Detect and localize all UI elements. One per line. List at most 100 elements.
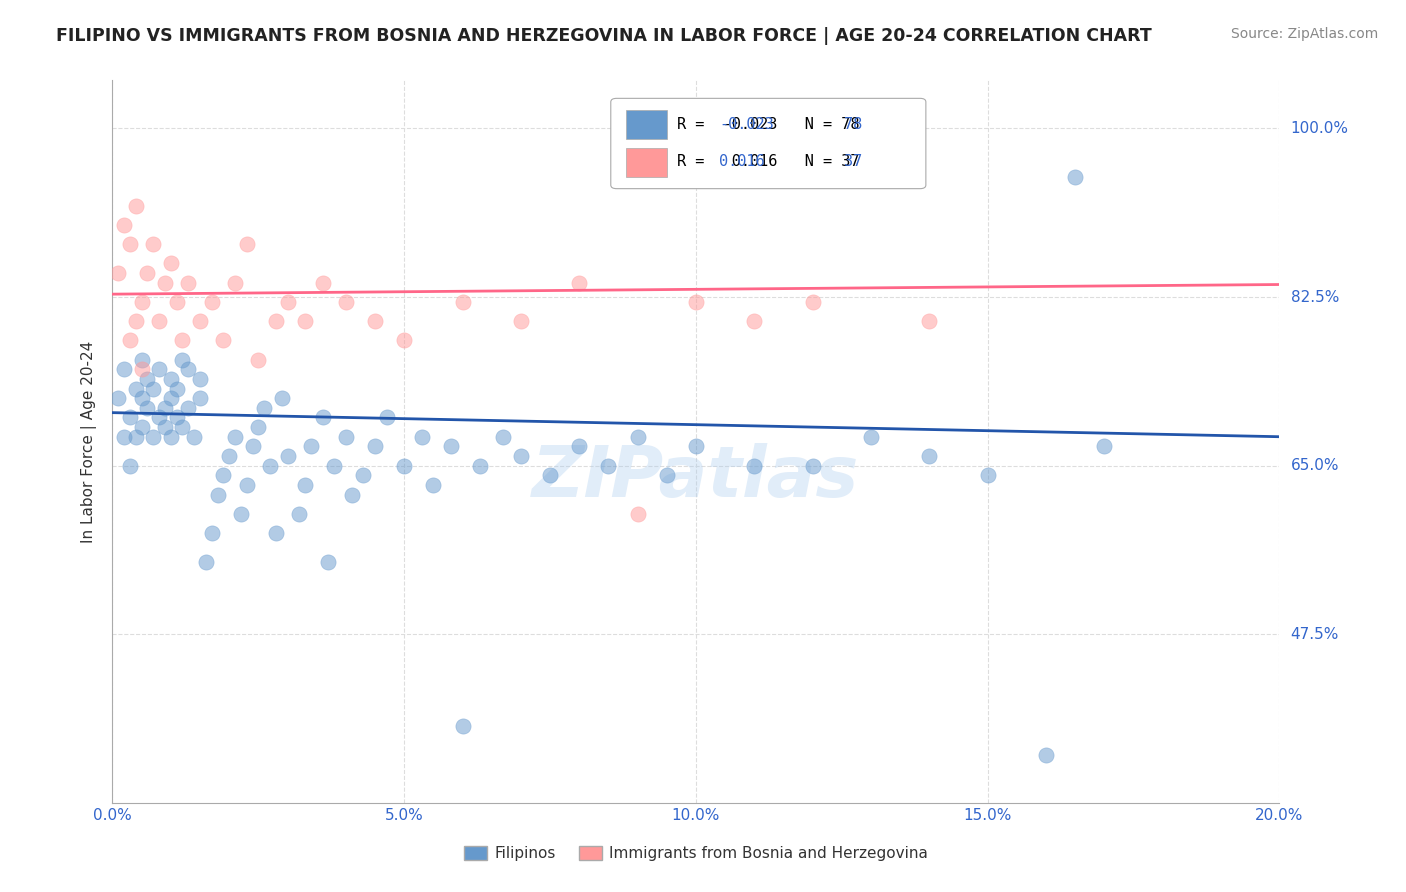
Point: [118, 237, 141, 252]
Point: [148, 362, 170, 376]
Point: [229, 507, 252, 521]
Point: [136, 401, 159, 415]
Point: [1094, 439, 1116, 453]
Point: [160, 372, 183, 386]
Point: [568, 439, 591, 453]
Point: [259, 458, 281, 473]
Point: [801, 294, 824, 309]
Point: [685, 439, 707, 453]
Point: [118, 458, 141, 473]
Point: [1035, 747, 1057, 762]
Text: 65.0%: 65.0%: [1291, 458, 1339, 473]
Point: [311, 410, 333, 425]
Point: [685, 294, 707, 309]
Point: [107, 266, 129, 280]
Point: [242, 439, 264, 453]
Point: [218, 449, 240, 463]
Point: [148, 410, 170, 425]
Point: [172, 352, 194, 367]
Text: 100.0%: 100.0%: [1291, 121, 1348, 136]
Point: [142, 237, 165, 252]
Point: [335, 430, 357, 444]
Text: 82.5%: 82.5%: [1291, 290, 1339, 304]
Point: [212, 468, 235, 483]
Point: [212, 334, 235, 348]
Point: [627, 507, 650, 521]
Point: [188, 314, 211, 328]
Point: [194, 555, 217, 569]
Point: [177, 362, 200, 376]
Text: 0.016: 0.016: [720, 154, 765, 169]
Point: [247, 352, 270, 367]
Point: [136, 266, 159, 280]
Point: [172, 420, 194, 434]
Point: [568, 276, 591, 290]
Legend: Filipinos, Immigrants from Bosnia and Herzegovina: Filipinos, Immigrants from Bosnia and He…: [458, 840, 934, 867]
Point: [183, 430, 205, 444]
Point: [142, 430, 165, 444]
Point: [394, 458, 416, 473]
Point: [107, 391, 129, 405]
Point: [224, 276, 246, 290]
Point: [276, 449, 298, 463]
Point: [976, 468, 998, 483]
Point: [294, 478, 316, 492]
Text: FILIPINO VS IMMIGRANTS FROM BOSNIA AND HERZEGOVINA IN LABOR FORCE | AGE 20-24 CO: FILIPINO VS IMMIGRANTS FROM BOSNIA AND H…: [56, 27, 1152, 45]
Point: [118, 410, 141, 425]
Point: [627, 430, 650, 444]
Point: [125, 314, 148, 328]
Text: 37: 37: [844, 154, 862, 169]
Point: [918, 314, 941, 328]
Point: [136, 372, 159, 386]
Text: 78: 78: [844, 117, 862, 132]
Point: [201, 526, 224, 541]
Point: [742, 458, 765, 473]
Point: [142, 382, 165, 396]
Point: [153, 276, 176, 290]
Point: [160, 391, 183, 405]
Point: [340, 487, 363, 501]
Y-axis label: In Labor Force | Age 20-24: In Labor Force | Age 20-24: [80, 341, 97, 542]
Point: [299, 439, 322, 453]
Point: [125, 430, 148, 444]
Point: [131, 362, 153, 376]
Point: [375, 410, 398, 425]
Point: [270, 391, 292, 405]
Point: [177, 401, 200, 415]
Point: [112, 218, 135, 232]
Point: [288, 507, 311, 521]
Point: [318, 555, 340, 569]
Point: [492, 430, 515, 444]
Point: [335, 294, 357, 309]
Point: [177, 276, 200, 290]
Point: [440, 439, 463, 453]
Point: [172, 334, 194, 348]
Point: [201, 294, 224, 309]
Point: [860, 430, 883, 444]
FancyBboxPatch shape: [626, 111, 666, 139]
FancyBboxPatch shape: [626, 148, 666, 177]
Text: R =   0.016   N = 37: R = 0.016 N = 37: [678, 154, 860, 169]
Point: [264, 314, 287, 328]
Point: [468, 458, 491, 473]
Text: -0.023: -0.023: [720, 117, 775, 132]
Point: [131, 294, 153, 309]
Point: [125, 382, 148, 396]
Point: [394, 334, 416, 348]
Text: Source: ZipAtlas.com: Source: ZipAtlas.com: [1230, 27, 1378, 41]
Point: [264, 526, 287, 541]
Point: [207, 487, 229, 501]
Point: [451, 294, 474, 309]
Point: [918, 449, 941, 463]
Point: [451, 719, 474, 733]
Point: [411, 430, 433, 444]
Point: [160, 430, 183, 444]
Text: ZIPatlas: ZIPatlas: [533, 443, 859, 512]
Point: [422, 478, 444, 492]
Point: [364, 314, 387, 328]
Point: [247, 420, 270, 434]
Text: R =  -0.023   N = 78: R = -0.023 N = 78: [678, 117, 860, 132]
Point: [276, 294, 298, 309]
Point: [655, 468, 678, 483]
Point: [166, 294, 188, 309]
